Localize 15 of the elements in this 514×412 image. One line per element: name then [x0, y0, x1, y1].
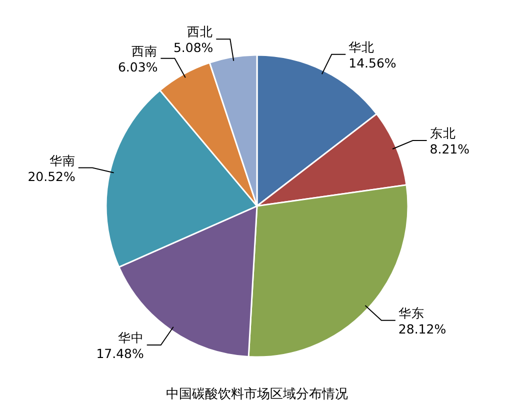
data-label: 14.56% — [348, 55, 396, 70]
slice-label: 华中 — [118, 330, 144, 345]
data-label: 20.52% — [28, 168, 76, 184]
data-label: 6.03% — [118, 59, 158, 74]
data-label: 28.12% — [398, 321, 446, 336]
slice-label: 华南 — [49, 152, 76, 168]
slice-label: 西北 — [187, 24, 214, 40]
slice-label: 华东 — [398, 305, 424, 320]
slice-label: 西南 — [132, 43, 158, 58]
data-label: 5.08% — [173, 40, 214, 56]
text: 中国碳酸饮料市场区域分布情况 — [166, 387, 348, 402]
slice-label: 东北 — [430, 125, 456, 140]
data-label: 8.21% — [430, 141, 470, 156]
data-label: 17.48% — [96, 346, 144, 361]
slice-label: 华北 — [348, 39, 375, 54]
